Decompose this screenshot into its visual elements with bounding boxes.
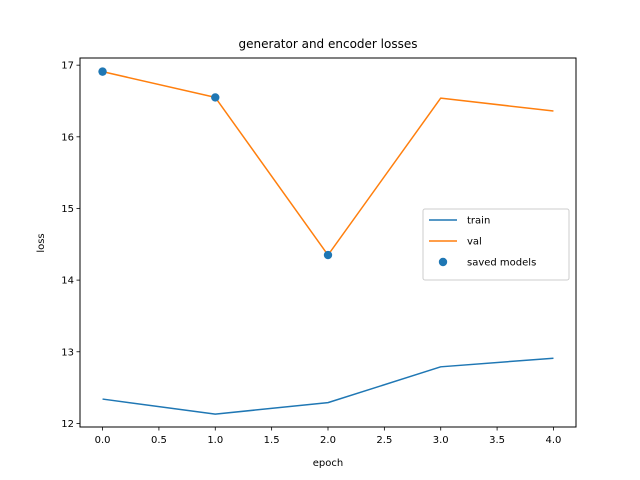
x-tick-label: 1.0 bbox=[207, 435, 223, 446]
axis-ticks: 0.0 0.5 1.0 1.5 2.0 2.5 3.0 3.5 4.0 12 13 14 15 16 17 bbox=[61, 61, 561, 446]
x-tick-label: 4.0 bbox=[546, 435, 562, 446]
y-tick-label: 16 bbox=[61, 132, 74, 143]
x-tick-label: 3.0 bbox=[433, 435, 449, 446]
legend-label: train bbox=[467, 216, 490, 227]
chart-title: generator and encoder losses bbox=[239, 37, 418, 51]
y-tick-label: 15 bbox=[61, 204, 74, 215]
legend-label: saved models bbox=[467, 258, 536, 269]
y-tick-label: 13 bbox=[61, 347, 74, 358]
legend: train val saved models bbox=[422, 208, 570, 281]
y-axis-label: loss bbox=[36, 233, 47, 252]
y-tick-label: 14 bbox=[61, 276, 74, 287]
saved-model-point bbox=[323, 250, 333, 260]
x-tick-label: 2.5 bbox=[376, 435, 392, 446]
saved-model-point bbox=[98, 67, 107, 76]
x-tick-label: 1.5 bbox=[264, 435, 280, 446]
legend-label: val bbox=[467, 237, 482, 248]
series-line-train bbox=[102, 357, 554, 415]
x-tick-label: 3.5 bbox=[489, 435, 505, 446]
y-tick-label: 12 bbox=[61, 419, 74, 430]
x-tick-label: 2.0 bbox=[320, 435, 336, 446]
legend-swatch-saved-models bbox=[438, 257, 448, 267]
x-tick-label: 0.0 bbox=[95, 435, 111, 446]
plot-area bbox=[98, 67, 554, 415]
legend-box bbox=[422, 208, 570, 281]
y-tick-label: 17 bbox=[61, 61, 74, 72]
saved-model-point bbox=[211, 93, 220, 102]
x-tick-label: 0.5 bbox=[151, 435, 167, 446]
x-axis-label: epoch bbox=[313, 458, 343, 469]
